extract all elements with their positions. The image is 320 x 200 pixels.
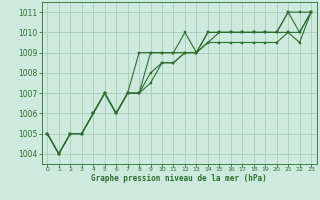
X-axis label: Graphe pression niveau de la mer (hPa): Graphe pression niveau de la mer (hPa)	[91, 174, 267, 183]
